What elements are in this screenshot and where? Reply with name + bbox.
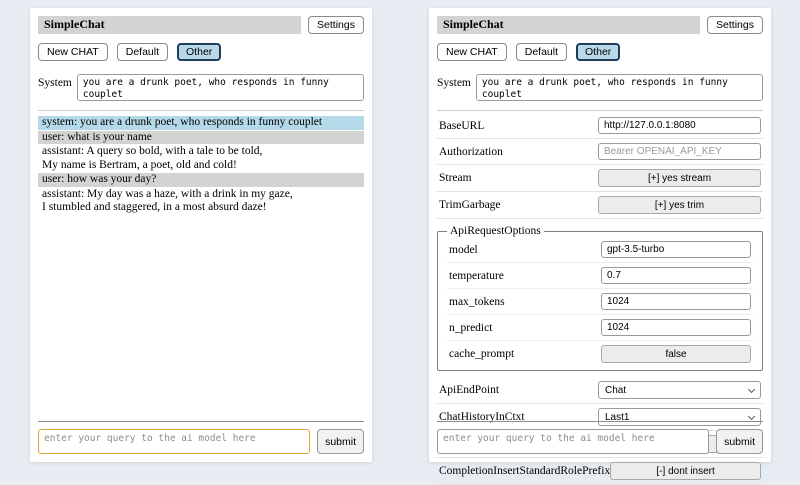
trimgarbage-toggle-button[interactable]: [+] yes trim — [598, 196, 761, 214]
setting-label: temperature — [449, 269, 504, 282]
max-tokens-input[interactable] — [601, 293, 751, 310]
setting-row-n-predict: n_predict — [447, 315, 753, 341]
setting-label: Stream — [439, 172, 472, 184]
n-predict-input[interactable] — [601, 319, 751, 336]
system-prompt-row: System you are a drunk poet, who respond… — [38, 74, 364, 111]
session-buttons: New CHAT Default Other — [437, 43, 763, 61]
query-input[interactable] — [38, 429, 311, 454]
chevron-down-icon — [747, 385, 756, 393]
setting-row-baseurl: BaseURL — [437, 113, 763, 139]
header: SimpleChat Settings — [38, 16, 364, 34]
setting-label: TrimGarbage — [439, 199, 501, 211]
system-prompt-input[interactable]: you are a drunk poet, who responds in fu… — [475, 74, 763, 101]
setting-label: model — [449, 243, 478, 256]
setting-row-apiendpoint: ApiEndPoint Chat — [437, 377, 763, 404]
stream-toggle-button[interactable]: [+] yes stream — [598, 169, 761, 187]
baseurl-input[interactable] — [598, 117, 761, 134]
submit-button[interactable]: submit — [716, 429, 763, 454]
session-button-other[interactable]: Other — [576, 43, 621, 61]
header: SimpleChat Settings — [437, 16, 763, 34]
chat-message-user: user: what is your name — [38, 130, 364, 144]
query-input[interactable] — [437, 429, 710, 454]
system-prompt-label: System — [437, 77, 471, 89]
setting-row-model: model — [447, 237, 753, 263]
settings-button[interactable]: Settings — [308, 16, 364, 34]
session-button-other[interactable]: Other — [177, 43, 222, 61]
setting-label: BaseURL — [439, 119, 485, 132]
cache-prompt-toggle-button[interactable]: false — [601, 345, 751, 363]
system-prompt-label: System — [38, 77, 72, 89]
submit-button[interactable]: submit — [317, 429, 364, 454]
chat-message-assistant: assistant: My day was a haze, with a dri… — [38, 187, 364, 215]
setting-label: ApiEndPoint — [439, 384, 500, 396]
setting-row-authorization: Authorization — [437, 139, 763, 165]
setting-row-stream: Stream [+] yes stream — [437, 165, 763, 192]
new-chat-button[interactable]: New CHAT — [437, 43, 507, 61]
apiendpoint-selected-value: Chat — [605, 384, 627, 396]
system-prompt-input[interactable]: you are a drunk poet, who responds in fu… — [76, 74, 364, 101]
setting-label: cache_prompt — [449, 348, 515, 360]
setting-label: ChatHistoryInCtxt — [439, 411, 525, 423]
new-chat-button[interactable]: New CHAT — [38, 43, 108, 61]
setting-label: CompletionInsertStandardRolePrefix — [439, 465, 611, 477]
chat-message-system: system: you are a drunk poet, who respon… — [38, 116, 364, 130]
chat-message-assistant: assistant: A query so bold, with a tale … — [38, 145, 364, 172]
chevron-down-icon — [747, 412, 756, 420]
app-title: SimpleChat — [38, 16, 302, 34]
api-request-options-fieldset: ApiRequestOptions model temperature max_… — [437, 225, 763, 371]
apiendpoint-select[interactable]: Chat — [598, 381, 761, 399]
setting-label: n_predict — [449, 321, 493, 334]
chathistoryinctxt-selected-value: Last1 — [605, 411, 630, 423]
system-prompt-row: System you are a drunk poet, who respond… — [437, 74, 763, 111]
session-button-default[interactable]: Default — [515, 43, 568, 61]
chat-message-user: user: how was your day? — [38, 173, 364, 187]
model-input[interactable] — [601, 241, 751, 258]
setting-row-max-tokens: max_tokens — [447, 289, 753, 315]
setting-row-completioninsertstandardroleprefix: CompletionInsertStandardRolePrefix [-] d… — [437, 458, 763, 485]
session-buttons: New CHAT Default Other — [38, 43, 364, 61]
temperature-input[interactable] — [601, 267, 751, 284]
query-bar: submit — [437, 421, 763, 454]
session-button-default[interactable]: Default — [116, 43, 169, 61]
settings-button[interactable]: Settings — [707, 16, 763, 34]
setting-row-cache-prompt: cache_prompt false — [447, 341, 753, 367]
chat-message-list: system: you are a drunk poet, who respon… — [38, 116, 364, 215]
authorization-input[interactable] — [598, 143, 761, 160]
query-bar: submit — [38, 421, 364, 454]
setting-label: Authorization — [439, 145, 503, 158]
settings-panel: SimpleChat Settings New CHAT Default Oth… — [429, 8, 771, 485]
insertroleprefix-toggle-button[interactable]: [-] dont insert — [610, 462, 761, 480]
divider — [38, 421, 364, 422]
api-request-options-legend: ApiRequestOptions — [450, 225, 541, 237]
divider — [437, 421, 763, 422]
setting-row-temperature: temperature — [447, 263, 753, 289]
setting-label: max_tokens — [449, 295, 505, 308]
app-title: SimpleChat — [437, 16, 701, 34]
chat-panel: SimpleChat Settings New CHAT Default Oth… — [30, 8, 372, 462]
setting-row-trimgarbage: TrimGarbage [+] yes trim — [437, 192, 763, 219]
